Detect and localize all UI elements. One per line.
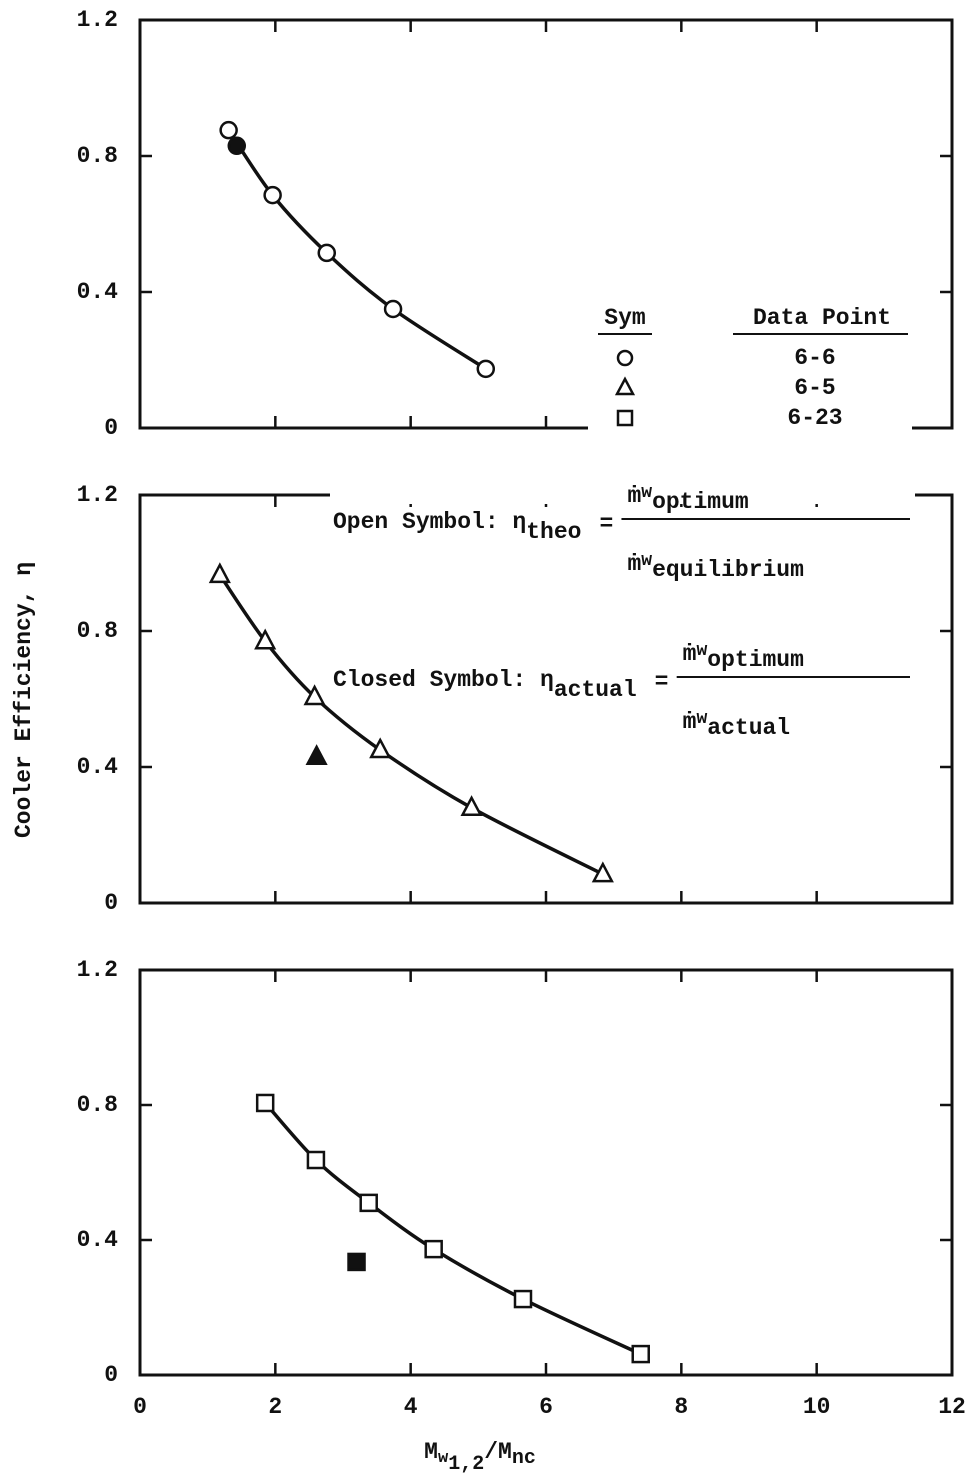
x-label-part: w [438, 1449, 449, 1468]
annotation-denominator: ṁwequilibrium [627, 551, 803, 583]
marker [369, 737, 392, 759]
annotation-part: ṁ [683, 709, 697, 735]
x-label-part: M [424, 1439, 438, 1465]
annotation-denominator: ṁwactual [683, 709, 790, 741]
marker [208, 562, 231, 584]
y-tick-label: 0 [104, 415, 118, 441]
fit-curve [227, 129, 487, 371]
fit-curve [218, 573, 604, 876]
x-tick-label: 8 [674, 1394, 688, 1420]
legend-header: Data Point [753, 305, 891, 331]
annotation-part: ṁ [627, 551, 641, 577]
legend-symbol [616, 349, 634, 367]
x-tick-label: 2 [268, 1394, 282, 1420]
x-label-part: /M [484, 1439, 512, 1465]
annotation-part: ṁ [627, 483, 641, 509]
marker [255, 1093, 275, 1113]
marker [476, 359, 496, 379]
marker [227, 136, 247, 156]
annotation: Open Symbol: ηtheo [333, 509, 581, 545]
legend-symbol [614, 376, 636, 396]
annotation-part: ṁ [683, 641, 697, 667]
annotation-numerator: ṁwoptimum [683, 641, 804, 673]
y-tick-label: 0.8 [77, 143, 118, 169]
x-tick-label: 4 [404, 1394, 418, 1420]
marker [317, 243, 337, 263]
y-tick-label: 0.8 [77, 618, 118, 644]
legend-background [588, 296, 912, 441]
marker [460, 795, 483, 817]
marker [359, 1193, 378, 1213]
annotation-part: theo [526, 519, 581, 545]
marker [631, 1344, 650, 1364]
legend-label: 6-5 [794, 375, 835, 401]
annotation-eq: = [655, 669, 669, 695]
marker [424, 1239, 443, 1259]
marker [306, 1150, 326, 1170]
annotation-part: optimum [652, 489, 749, 515]
x-tick-label: 12 [938, 1394, 966, 1420]
x-label-part: nc [512, 1447, 536, 1470]
annotation-part: equilibrium [652, 557, 804, 583]
y-tick-label: 0.4 [77, 754, 119, 780]
y-tick-label: 0 [104, 1362, 118, 1388]
annotation-part: actual [707, 715, 790, 741]
x-tick-label: 0 [133, 1394, 147, 1420]
marker [219, 120, 238, 140]
y-tick-label: 1.2 [77, 482, 118, 508]
annotation-eq: = [599, 511, 613, 537]
legend-label: 6-23 [787, 405, 842, 431]
annotation-part: Closed Symbol: η [333, 667, 554, 693]
x-axis-label: Mw1,2/Mnc [424, 1439, 536, 1476]
annotation-background [330, 486, 915, 504]
fit-curve [263, 1101, 642, 1356]
y-tick-label: 0 [104, 890, 118, 916]
annotation-part: w [641, 483, 652, 503]
plot-frame [138, 493, 954, 905]
legend-header: Sym [604, 305, 645, 331]
marker [303, 684, 326, 706]
marker [305, 744, 328, 766]
y-tick-label: 1.2 [77, 7, 118, 33]
x-label-part: 1,2 [448, 1453, 484, 1476]
legend-label: 6-6 [794, 345, 835, 371]
legend-symbol [616, 409, 634, 427]
annotation-part: Open Symbol: η [333, 509, 526, 535]
annotation-part: w [696, 641, 707, 661]
y-axis-label: Cooler Efficiency, η [11, 562, 37, 838]
y-tick-label: 0.4 [77, 279, 119, 305]
x-tick-label: 10 [803, 1394, 831, 1420]
annotation: Closed Symbol: ηactual [333, 667, 637, 703]
annotation-part: optimum [707, 647, 804, 673]
y-tick-label: 1.2 [77, 957, 118, 983]
annotation-part: w [641, 551, 652, 571]
annotation-part: w [696, 709, 707, 729]
marker [513, 1289, 533, 1309]
x-tick-label: 6 [539, 1394, 553, 1420]
plot-frame [138, 968, 954, 1377]
annotation-numerator: ṁwoptimum [627, 483, 748, 515]
marker [591, 861, 614, 883]
y-tick-label: 0.8 [77, 1092, 118, 1118]
y-tick-label: 0.4 [77, 1227, 119, 1253]
marker [263, 185, 282, 205]
marker [347, 1252, 366, 1272]
marker [254, 628, 277, 650]
annotation-part: actual [554, 677, 637, 703]
marker [383, 299, 403, 319]
